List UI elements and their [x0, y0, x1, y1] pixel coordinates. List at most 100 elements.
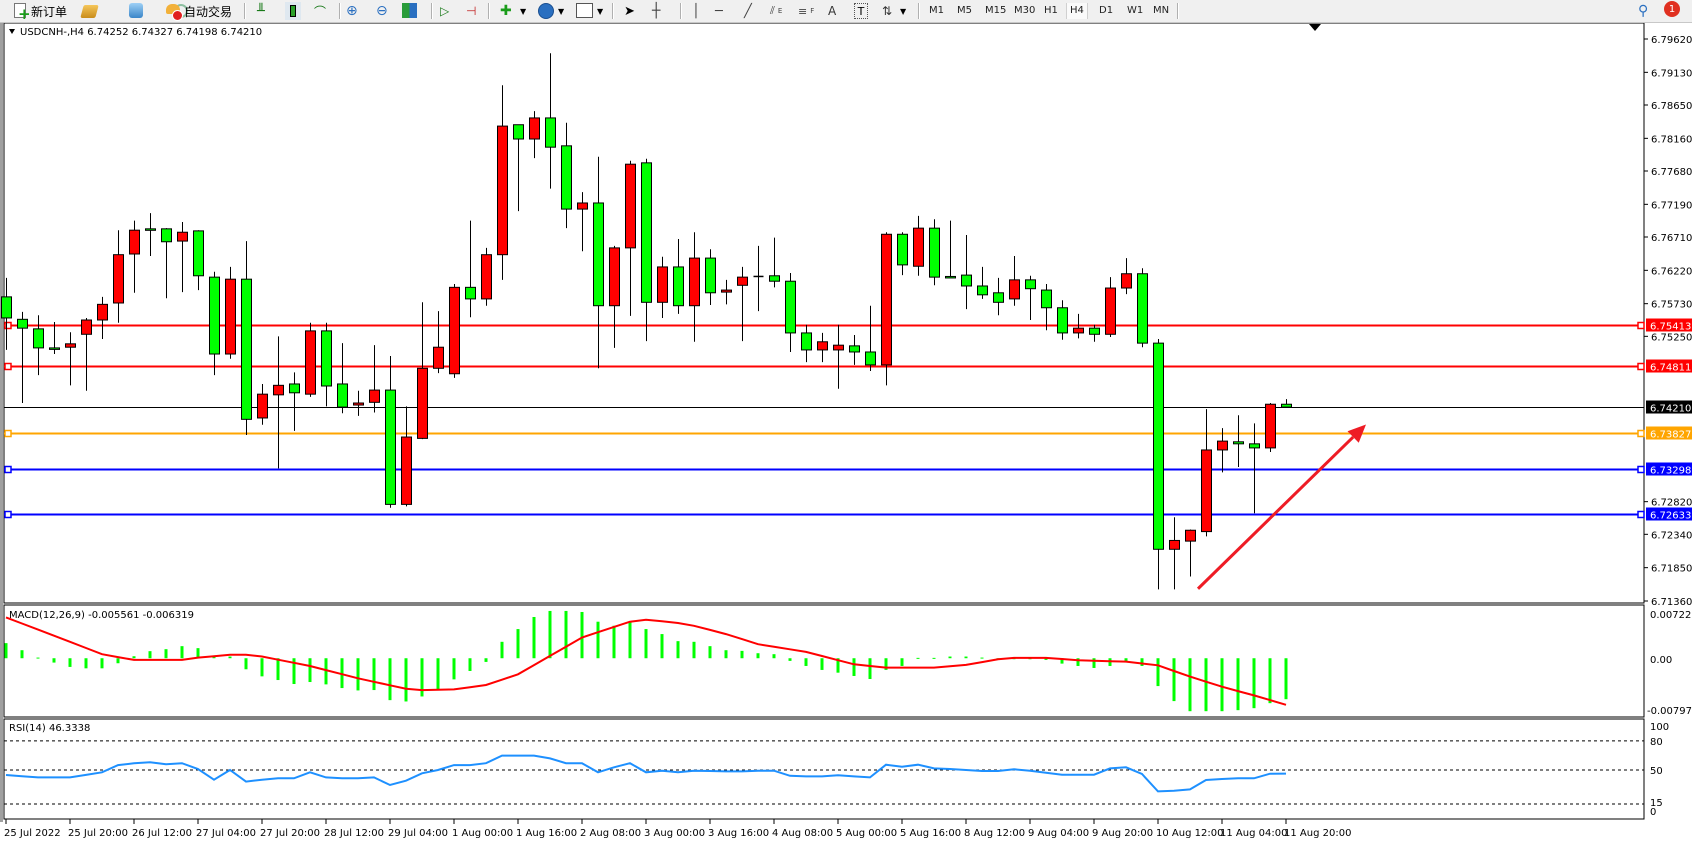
- macd-histogram-bar: [564, 610, 568, 659]
- macd-histogram-bar: [404, 658, 408, 702]
- time-tick-label: 3 Aug 16:00: [708, 828, 769, 839]
- macd-axis-max: 0.007228: [1650, 610, 1692, 621]
- candle-bull: [449, 286, 460, 375]
- macd-pane[interactable]: [3, 604, 1645, 718]
- timeframe-m5[interactable]: M5: [957, 5, 972, 16]
- time-tick-label: 3 Aug 00:00: [644, 828, 705, 839]
- auto-trading-button[interactable]: 自动交易: [165, 2, 233, 21]
- time-tick-label: 26 Jul 12:00: [132, 828, 192, 839]
- macd-histogram-bar: [1204, 658, 1208, 712]
- macd-histogram-bar: [452, 658, 456, 680]
- line-anchor-handle: [4, 362, 12, 371]
- search-icon[interactable]: ⚲: [1638, 3, 1649, 19]
- timeframe-m1[interactable]: M1: [929, 5, 944, 16]
- macd-pane-title: MACD(12,26,9) -0.005561 -0.006319: [9, 610, 194, 621]
- candles: [1, 53, 1292, 590]
- macd-histogram-bar: [468, 658, 472, 671]
- time-tick-label: 8 Aug 12:00: [964, 828, 1025, 839]
- candle-bear: [561, 145, 572, 210]
- indicators-icon[interactable]: ✚: [500, 3, 512, 19]
- candle-bear: [961, 274, 972, 287]
- candle-bull: [1201, 449, 1212, 533]
- timeframe-d1[interactable]: D1: [1099, 5, 1114, 16]
- cursor-icon[interactable]: ➤: [624, 3, 635, 19]
- price-axis: 6.79620 6.79130 6.78650 6.78160 6.77680 6.771…: [1644, 35, 1692, 608]
- candle-bear: [1025, 279, 1036, 290]
- rsi-axis-100: 100: [1650, 722, 1669, 733]
- zoom-out-icon[interactable]: ⊖: [376, 3, 388, 19]
- timeframe-h4[interactable]: H4: [1066, 3, 1088, 19]
- templates-dropdown-icon[interactable]: ▼: [597, 6, 604, 16]
- macd-histogram-bar: [1076, 658, 1080, 666]
- time-tick-label: 4 Aug 08:00: [772, 828, 833, 839]
- rsi-axis-50: 50: [1650, 766, 1663, 777]
- market-watch-icon[interactable]: [128, 3, 143, 18]
- macd-histogram-bar: [196, 648, 200, 659]
- candle-bear: [145, 228, 156, 231]
- timeframe-w1[interactable]: W1: [1127, 5, 1144, 16]
- timeframe-h1[interactable]: H1: [1044, 5, 1058, 16]
- time-tick-label: 29 Jul 04:00: [388, 828, 448, 839]
- macd-histogram-bar: [1236, 658, 1240, 711]
- crosshair-icon[interactable]: ┼: [652, 3, 661, 19]
- line-chart-icon[interactable]: ⌒: [314, 4, 327, 19]
- trendline-icon[interactable]: ╱: [744, 3, 752, 19]
- arrows-icon[interactable]: ⇅: [882, 4, 893, 18]
- candle-bull: [273, 384, 284, 396]
- macd-histogram-bar: [932, 657, 936, 659]
- rsi-pane[interactable]: [3, 718, 1645, 820]
- bar-chart-icon[interactable]: ╨: [257, 3, 265, 19]
- periods-icon[interactable]: [538, 3, 554, 19]
- timeframe-mn[interactable]: MN: [1153, 5, 1170, 16]
- price-tick-label: 6.72340: [1651, 530, 1692, 541]
- candle-bear: [977, 285, 988, 296]
- tile-windows-icon[interactable]: [402, 3, 417, 18]
- equidistant-channel-icon[interactable]: ⫽ E: [770, 4, 783, 17]
- vertical-line-icon[interactable]: │: [692, 3, 700, 19]
- periods-dropdown-icon[interactable]: ▼: [558, 6, 565, 16]
- timeframe-m15[interactable]: M15: [985, 5, 1007, 16]
- auto-scroll-icon[interactable]: ▷: [440, 4, 450, 18]
- macd-histogram-bar: [740, 650, 744, 659]
- macd-histogram-bar: [836, 658, 840, 673]
- auto-trading-label: 自动交易: [184, 4, 233, 19]
- chart-shift-icon[interactable]: ⊣: [466, 4, 477, 18]
- pane-collapse-triangle-icon[interactable]: [9, 29, 15, 34]
- time-tick-label: 1 Aug 16:00: [516, 828, 577, 839]
- candle-bull: [129, 229, 140, 255]
- time-tick-label: 27 Jul 20:00: [260, 828, 320, 839]
- candle-bull: [689, 257, 700, 307]
- candle-bear: [1233, 441, 1244, 445]
- candlestick-icon[interactable]: [285, 2, 301, 20]
- arrows-dropdown-icon[interactable]: ▼: [900, 6, 907, 16]
- text-icon[interactable]: A: [828, 4, 837, 18]
- macd-pane-frame: [3, 604, 1645, 718]
- horizontal-line-icon[interactable]: ─: [715, 3, 723, 19]
- time-tick-label: 10 Aug 12:00: [1156, 828, 1223, 839]
- macd-histogram-bar: [548, 610, 552, 659]
- candle-bear: [929, 227, 940, 278]
- line-price-label: 6.75413: [1650, 322, 1691, 333]
- macd-histogram-bar: [100, 658, 104, 669]
- text-label-icon[interactable]: T: [854, 3, 868, 19]
- fibonacci-icon[interactable]: ≡ F: [798, 4, 815, 18]
- templates-icon[interactable]: [576, 3, 593, 18]
- macd-histogram-bar: [1092, 658, 1096, 668]
- current-price-tag: [1646, 400, 1692, 414]
- candle-bull: [913, 227, 924, 267]
- macd-histogram-bar: [724, 650, 728, 659]
- chart-shift-marker-icon[interactable]: [1309, 24, 1321, 31]
- macd-signal-line: [5, 616, 1287, 706]
- zoom-in-icon[interactable]: ⊕: [346, 3, 358, 19]
- indicators-dropdown-icon[interactable]: ▼: [520, 6, 527, 16]
- line-anchor-handle: [1637, 429, 1645, 438]
- new-order-button[interactable]: + 新订单: [12, 2, 67, 22]
- channel-letter: E: [777, 7, 783, 15]
- history-center-icon[interactable]: [80, 5, 99, 18]
- timeframe-m30[interactable]: M30: [1014, 5, 1036, 16]
- macd-histogram-bar: [260, 658, 264, 677]
- candle-bear: [321, 330, 332, 387]
- notification-icon[interactable]: 1: [1664, 1, 1680, 17]
- candle-bull: [737, 276, 748, 286]
